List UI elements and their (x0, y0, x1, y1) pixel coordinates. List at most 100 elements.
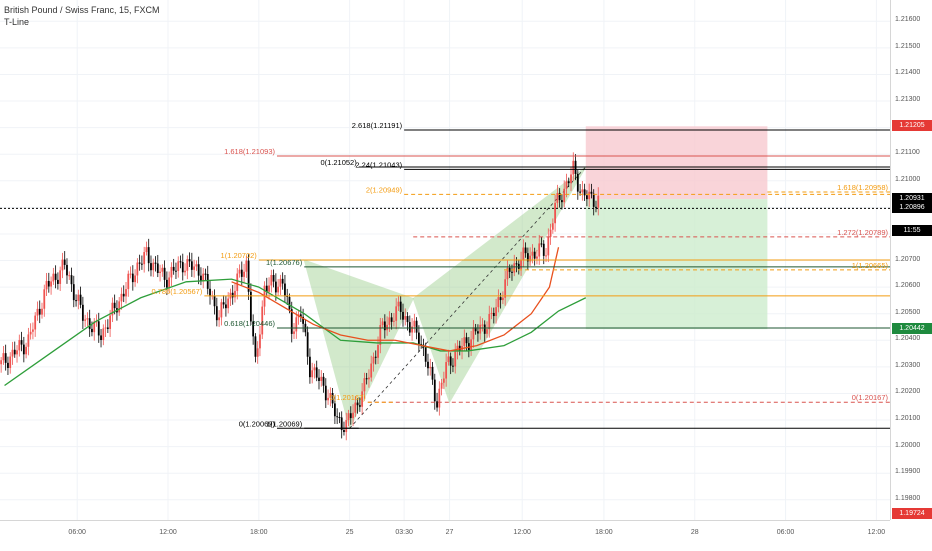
candle-body (129, 273, 132, 275)
candle-body (424, 347, 427, 362)
candle-body (50, 281, 52, 287)
price-chart[interactable]: 2.618(1.21191) 1.618(1.21093) 0(1.21052)2.… (0, 0, 890, 520)
candle-body (597, 195, 600, 208)
candle-body (302, 316, 304, 324)
candle-body (293, 331, 295, 334)
candle-body (402, 311, 404, 320)
fib-level-label: 2.24(1.21043) (355, 160, 402, 169)
candle-body (540, 243, 543, 245)
candle-body (209, 288, 211, 297)
candle-body (56, 279, 59, 284)
candle-body (54, 273, 57, 280)
candle-body (361, 391, 364, 407)
candle-body (200, 275, 202, 281)
candle-body (16, 350, 18, 355)
time-axis[interactable]: 06:00 12:00 18:00 25 03:30 27 12:00 18:00 28 06:0… (0, 520, 890, 551)
candle-body (340, 417, 343, 431)
candle-body (97, 321, 100, 336)
candle-body (20, 340, 23, 345)
candle-body (134, 275, 136, 283)
candle-body (463, 337, 466, 347)
candle-body (61, 259, 64, 271)
fib-level-label: 1(1.20702) (221, 251, 258, 260)
chart-area[interactable]: 2.618(1.21191) 1.618(1.21093) 0(1.21052) 2.… (0, 0, 890, 520)
candle-body (529, 255, 532, 262)
candle-body (270, 275, 273, 286)
candle-body (433, 379, 436, 402)
candle-body (345, 420, 348, 433)
candle-body (154, 262, 157, 264)
candle-body (261, 306, 264, 335)
candle-body (579, 191, 581, 193)
candle-body (231, 292, 234, 298)
candle-body (181, 262, 184, 273)
candle-body (286, 295, 289, 297)
candle-body (159, 271, 161, 274)
fib-level-label: 0(1.20167) (852, 393, 889, 402)
price-axis[interactable]: 1.216001.215001.214001.213001.212001.211… (890, 0, 932, 520)
candle-body (365, 378, 368, 380)
candle-body (551, 223, 554, 230)
candle-body (100, 335, 102, 341)
candle-body (554, 202, 557, 224)
candle-body (222, 302, 225, 305)
candle-body (517, 263, 520, 269)
candle-body (184, 270, 186, 273)
candle-body (417, 332, 420, 344)
harmonic-bd-dash (349, 166, 587, 429)
candle-body (572, 160, 575, 175)
candle-body (161, 267, 164, 272)
candle-body (481, 324, 484, 326)
price-tick-label: 1.21400 (895, 69, 921, 77)
candle-body (420, 343, 423, 345)
moving-average-line (231, 247, 560, 352)
candle-body (352, 412, 354, 419)
candle-body (356, 402, 359, 406)
candle-body (318, 377, 320, 381)
candle-body (41, 308, 43, 315)
candle-body (243, 271, 245, 277)
time-tick-label: 06:00 (68, 529, 86, 536)
indicator-name: T-Line (4, 17, 30, 27)
candle-body (483, 324, 486, 334)
candle-body (45, 280, 48, 290)
time-tick-label: 27 (445, 529, 454, 536)
stop-loss-zone (585, 126, 768, 200)
candle-body (152, 262, 155, 271)
candle-body (567, 181, 570, 184)
price-badge: 11:55 (892, 225, 932, 237)
candle-body (370, 363, 373, 378)
candle-body (170, 266, 173, 278)
candle-body (427, 361, 429, 369)
candle-body (22, 344, 25, 355)
candle-body (309, 356, 311, 378)
target-zone (585, 199, 768, 330)
candle-body (390, 317, 393, 322)
time-tick-label: 28 (690, 529, 699, 536)
candle-body (479, 324, 482, 334)
candle-body (347, 413, 350, 421)
candle-body (127, 273, 130, 290)
candle-body (38, 308, 41, 315)
candle-body (583, 189, 586, 196)
candle-body (29, 331, 32, 335)
candle-body (452, 365, 454, 367)
candle-body (588, 191, 591, 200)
candle-body (86, 318, 89, 320)
candle-body (449, 356, 452, 366)
candle-body (504, 279, 507, 298)
candle-body (542, 243, 545, 256)
candle-body (195, 264, 198, 267)
fib-level-label: 1(1.20676) (266, 258, 303, 267)
candle-body (95, 321, 98, 323)
candle-body (91, 328, 93, 333)
candle-body (533, 251, 536, 259)
time-tick-label: 18:00 (250, 529, 268, 536)
candle-body (386, 324, 389, 331)
candle-body (238, 269, 241, 274)
candle-body (256, 348, 259, 357)
candle-body (34, 315, 37, 330)
candle-body (438, 388, 441, 408)
candle-body (84, 319, 87, 321)
symbol-title: British Pound / Swiss Franc, 15, FXCM (4, 5, 160, 15)
